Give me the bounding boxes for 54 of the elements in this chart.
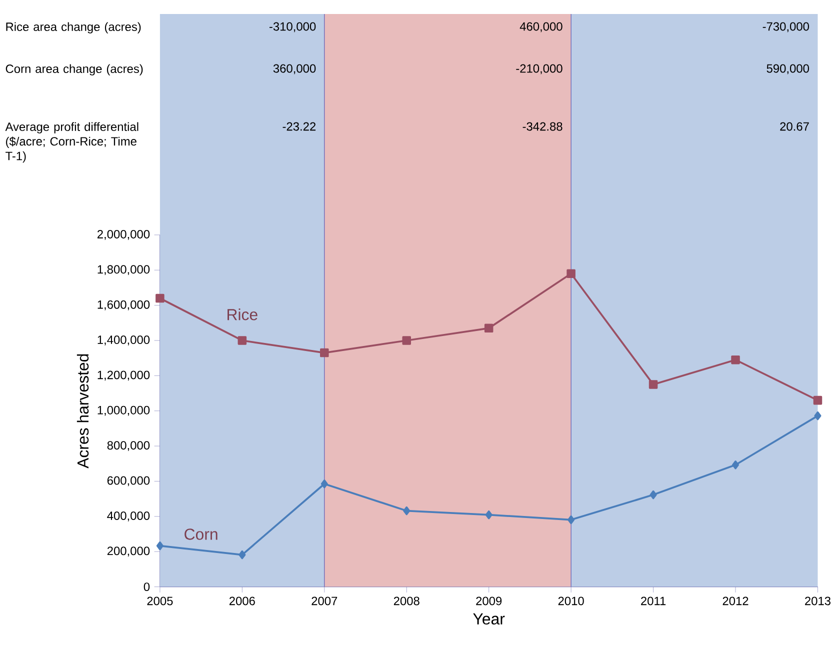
x-tick-label: 2006 — [229, 596, 255, 606]
point — [484, 324, 494, 333]
point — [566, 269, 576, 278]
text: 460,000 — [520, 22, 562, 32]
point — [485, 510, 492, 520]
y-tick-label: 800,000 — [107, 441, 150, 452]
y-axis-title: Acres harvested — [76, 354, 89, 469]
point — [813, 396, 822, 405]
y-tick-label: 400,000 — [107, 512, 150, 522]
x-tick-label: 2007 — [312, 596, 338, 606]
x-tick-label: 2009 — [476, 596, 502, 606]
text: -730,000 — [762, 22, 810, 32]
text: 20.67 — [780, 122, 809, 131]
point — [238, 336, 247, 345]
point — [320, 480, 328, 488]
text: 590,000 — [766, 64, 810, 74]
x-axis-title: Year — [473, 614, 505, 625]
point — [650, 490, 657, 500]
text: -210,000 — [516, 64, 562, 74]
text: Average profit differential ($/acre; Corn-Rice; Time T-1) — [5, 122, 138, 163]
point — [648, 380, 658, 389]
x-tick-label: 2011 — [641, 596, 666, 606]
y-tick-label: 1,400,000 — [98, 336, 150, 346]
text: Rice area change (acres) — [6, 22, 141, 34]
point — [156, 294, 164, 303]
point — [403, 506, 410, 516]
y-tick-label: 1,000,000 — [98, 406, 150, 416]
y-tick-label: 1,800,000 — [98, 265, 150, 276]
text: -310,000 — [269, 22, 316, 32]
y-tick-label: 600,000 — [107, 476, 150, 486]
point — [238, 550, 246, 560]
point — [814, 412, 822, 420]
point — [320, 348, 329, 358]
text: -342.88 — [522, 122, 562, 131]
x-tick-label: 2012 — [722, 596, 748, 606]
y-tick-label: 2,000,000 — [97, 230, 150, 240]
y-tick-label: 0 — [144, 582, 150, 592]
text: -23.22 — [282, 122, 316, 131]
x-tick-label: 2010 — [558, 596, 584, 606]
series-label: Corn — [184, 528, 218, 540]
text: 360,000 — [273, 64, 316, 74]
point — [156, 542, 164, 550]
x-tick-label: 2008 — [394, 596, 420, 606]
y-tick-label: 1,200,000 — [98, 370, 150, 381]
y-tick-label: 200,000 — [107, 546, 150, 557]
point — [402, 336, 411, 345]
point — [732, 460, 740, 470]
text: Corn area change (acres) — [6, 64, 143, 76]
y-tick-label: 1,600,000 — [98, 300, 150, 310]
x-tick-label: 2005 — [147, 596, 173, 606]
point — [731, 356, 740, 364]
point — [568, 515, 575, 524]
x-tick-label: 2013 — [805, 596, 830, 606]
series-label: Rice — [228, 308, 258, 320]
